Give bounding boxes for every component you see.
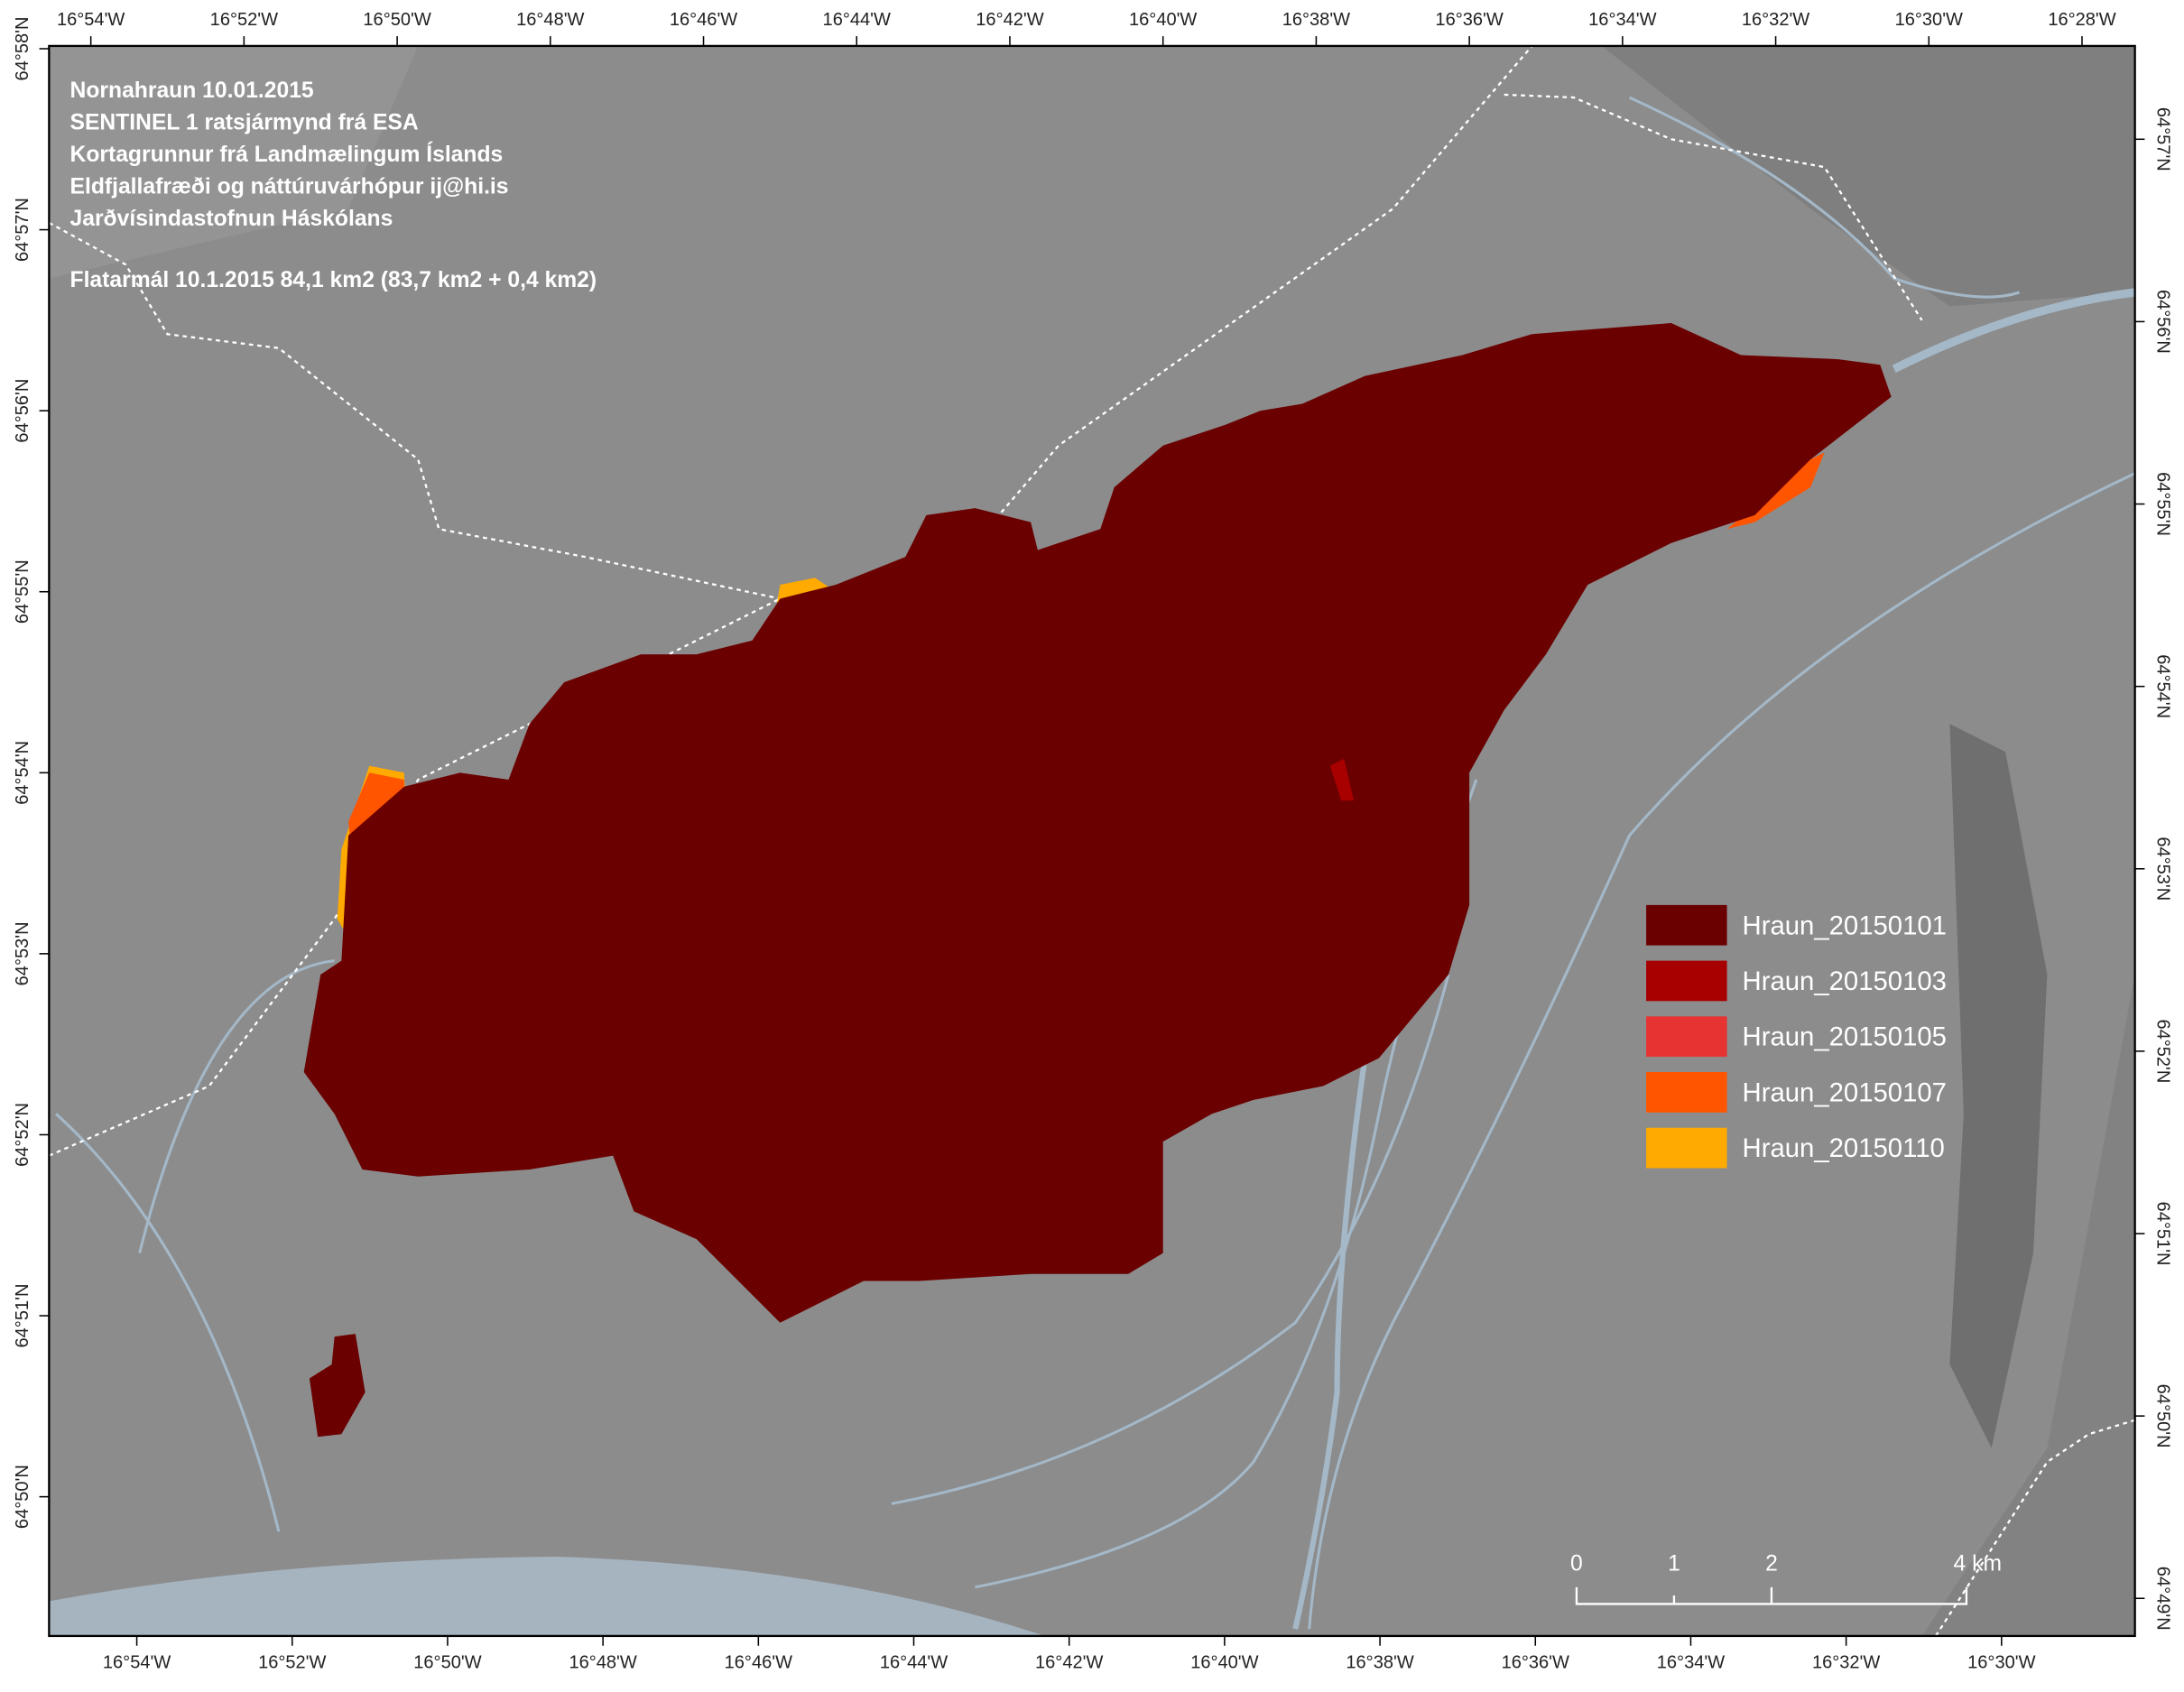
ridge (1949, 724, 2048, 1448)
boundary (1935, 1419, 2135, 1637)
boundary (48, 221, 781, 600)
top-label: 16°52'W (210, 10, 278, 30)
right-label: 64°50'N (2152, 1384, 2172, 1448)
left-label: 64°54'N (13, 741, 32, 805)
info-line: Nornahraun 10.01.2015 (70, 79, 314, 103)
bottom-label: 16°38'W (1346, 1652, 1413, 1672)
legend-label: Hraun_20150101 (1743, 911, 1947, 940)
scale-bar (1575, 1586, 1968, 1605)
boundary (1504, 93, 1923, 321)
top-label: 16°54'W (57, 10, 125, 30)
top-label: 16°34'W (1588, 10, 1656, 30)
left-label: 64°52'N (13, 1103, 32, 1167)
top-label: 16°40'W (1129, 10, 1197, 30)
top-label: 16°38'W (1282, 10, 1350, 30)
bottom-label: 16°46'W (725, 1652, 792, 1672)
terrain-shade (49, 45, 419, 279)
right-label: 64°54'N (2152, 654, 2172, 718)
right-label: 64°49'N (2152, 1567, 2172, 1631)
left-label: 64°55'N (13, 559, 32, 624)
legend-label: Hraun_20150110 (1743, 1133, 1945, 1163)
left-label: 64°53'N (13, 921, 32, 985)
bottom-label: 16°48'W (569, 1652, 636, 1672)
left-label: 64°56'N (13, 379, 32, 443)
info-line: SENTINEL 1 ratsjármynd frá ESA (70, 110, 419, 134)
info-line: Kortagrunnur frá Landmælingum Íslands (70, 142, 504, 167)
terrain-shade (1601, 45, 2135, 307)
top-label: 16°44'W (823, 10, 891, 30)
top-label: 16°46'W (670, 10, 737, 30)
scale-label: 2 (1765, 1551, 1778, 1576)
right-label: 64°55'N (2152, 472, 2172, 536)
legend-label: Hraun_20150103 (1743, 966, 1947, 996)
top-label: 16°42'W (976, 10, 1043, 30)
left-label: 64°51'N (13, 1284, 32, 1348)
bottom-label: 16°36'W (1502, 1652, 1569, 1672)
right-label: 64°57'N (2152, 107, 2172, 171)
bottom-label: 16°40'W (1190, 1652, 1258, 1672)
scale-label: 0 (1570, 1551, 1583, 1576)
top-label: 16°48'W (516, 10, 584, 30)
right-label: 64°56'N (2152, 290, 2172, 354)
scale-label: 1 (1668, 1551, 1680, 1576)
bottom-label: 16°34'W (1657, 1652, 1725, 1672)
lava-20150103 (1329, 758, 1355, 801)
lava-20150101 (303, 322, 1892, 1323)
legend-label: Hraun_20150105 (1743, 1022, 1947, 1052)
legend-swatch (1646, 1127, 1727, 1169)
bottom-label: 16°52'W (258, 1652, 326, 1672)
bottom-label: 16°54'W (103, 1652, 171, 1672)
legend-label: Hraun_20150107 (1743, 1077, 1947, 1107)
top-label: 16°32'W (1742, 10, 1809, 30)
neatline (48, 44, 2136, 1638)
area-text: Flatarmál 10.1.2015 84,1 km2 (83,7 km2 +… (70, 268, 597, 292)
right-label: 64°51'N (2152, 1202, 2172, 1266)
info-line: Jarðvísindastofnun Háskólans (70, 207, 393, 231)
top-label: 16°30'W (1895, 10, 1963, 30)
legend-swatch (1646, 1072, 1727, 1113)
left-label: 64°50'N (13, 1465, 32, 1529)
bottom-label: 16°32'W (1812, 1652, 1880, 1672)
bottom-label: 16°50'W (413, 1652, 481, 1672)
legend-swatch (1646, 960, 1727, 1002)
right-label: 64°53'N (2152, 837, 2172, 901)
bottom-label: 16°44'W (880, 1652, 948, 1672)
right-label: 64°52'N (2152, 1019, 2172, 1083)
bottom-label: 16°42'W (1035, 1652, 1103, 1672)
lava-20150101 (309, 1334, 366, 1438)
legend-swatch (1646, 1016, 1727, 1058)
left-label: 64°58'N (13, 17, 32, 81)
bottom-label: 16°30'W (1967, 1652, 2035, 1672)
labels: Nornahraun 10.01.2015 SENTINEL 1 ratsjárm… (13, 10, 2172, 1673)
top-label: 16°28'W (2048, 10, 2115, 30)
legend-swatch (1646, 904, 1727, 946)
left-label: 64°57'N (13, 198, 32, 262)
top-label: 16°36'W (1435, 10, 1503, 30)
info-line: Eldfjallafræði og náttúruvárhópur ij@hi.… (70, 174, 509, 199)
lake (49, 1556, 1045, 1636)
terrain-shade (1921, 975, 2135, 1636)
scale-label: 4 km (1954, 1551, 2002, 1576)
top-label: 16°50'W (363, 10, 430, 30)
rivers (55, 96, 2136, 1630)
